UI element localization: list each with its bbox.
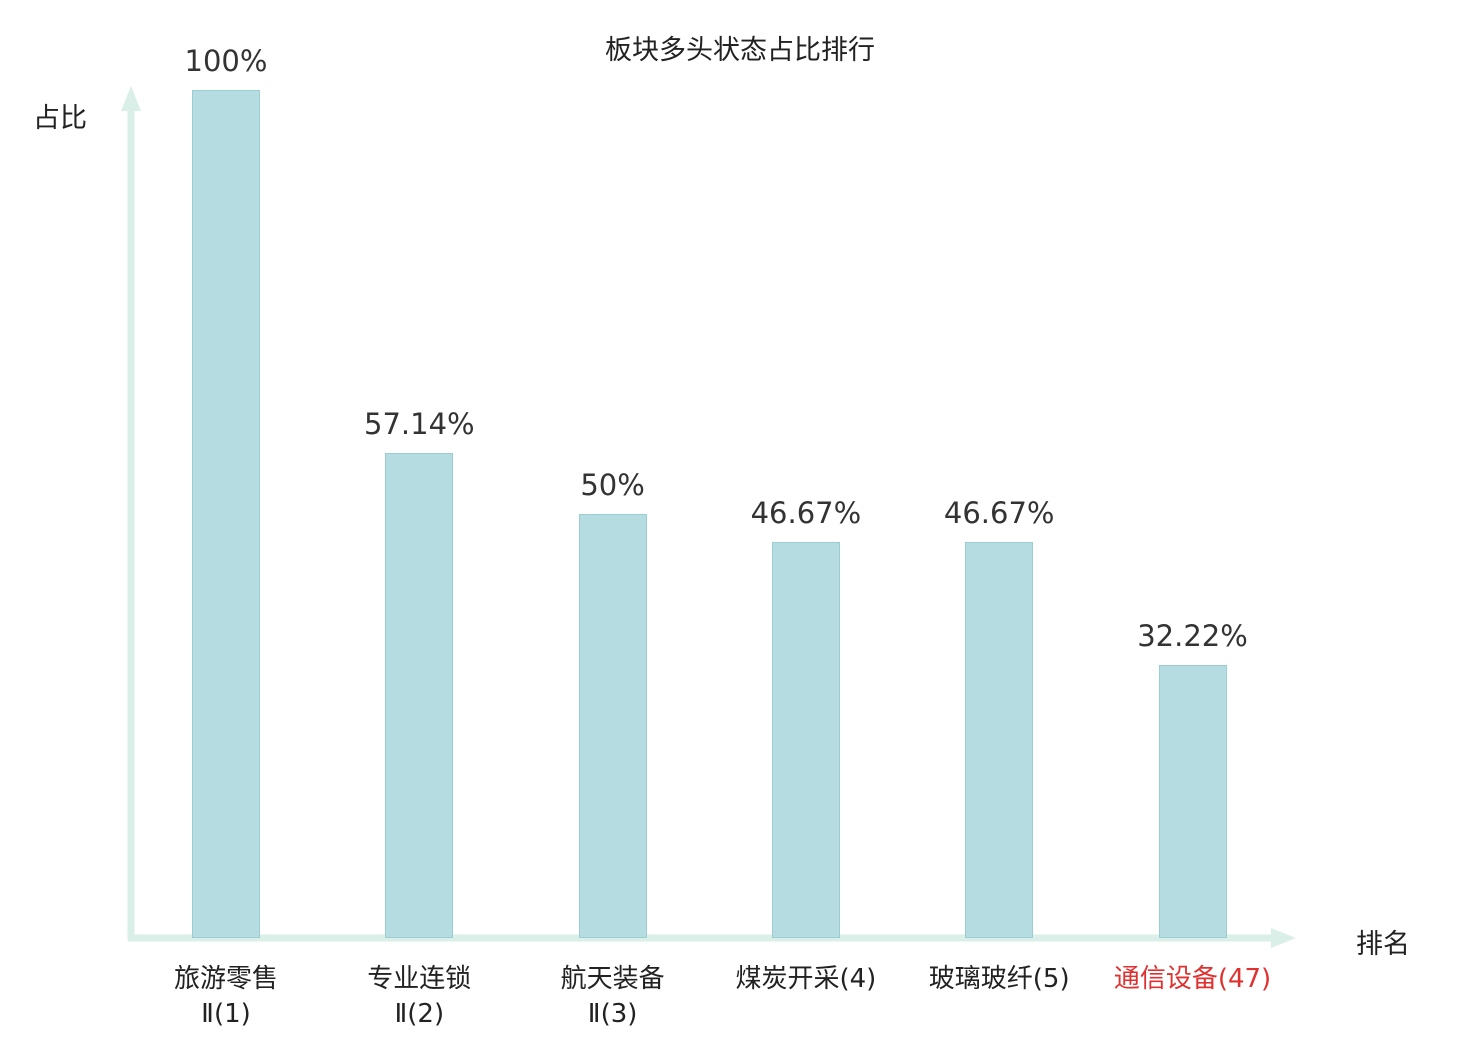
bar-value-label: 50%: [580, 468, 645, 502]
bar-value-label: 100%: [184, 44, 268, 78]
bar-6: [1158, 664, 1227, 938]
bar-category-label: 航天装备 Ⅱ(3): [560, 964, 665, 1030]
bar-value-label: 57.14%: [364, 407, 475, 442]
bar-value-label: 46.67%: [943, 496, 1055, 531]
bar-category-label: 旅游零售 Ⅱ(1): [173, 964, 278, 1030]
y-axis-arrow-icon: [121, 86, 141, 111]
bar-category-label: 玻璃玻纤(5): [928, 964, 1070, 994]
bar-1: [192, 90, 260, 938]
bar-5: [965, 542, 1034, 938]
bar-category-label: 通信设备(47): [1113, 964, 1272, 994]
bar-category-label: 专业连锁 Ⅱ(2): [367, 964, 472, 1030]
x-axis-arrow-icon: [1271, 928, 1296, 948]
bar-2: [385, 453, 454, 938]
bar-category-label: 煤炭开采(4): [735, 964, 877, 994]
x-axis-label: 排名: [1356, 929, 1410, 960]
chart-title: 板块多头状态占比排行: [605, 35, 875, 66]
bar-value-label: 32.22%: [1137, 618, 1248, 653]
y-axis-label: 占比: [33, 103, 87, 134]
bar-4: [771, 542, 840, 938]
bar-value-label: 46.67%: [750, 496, 862, 531]
bar-3: [578, 514, 647, 938]
